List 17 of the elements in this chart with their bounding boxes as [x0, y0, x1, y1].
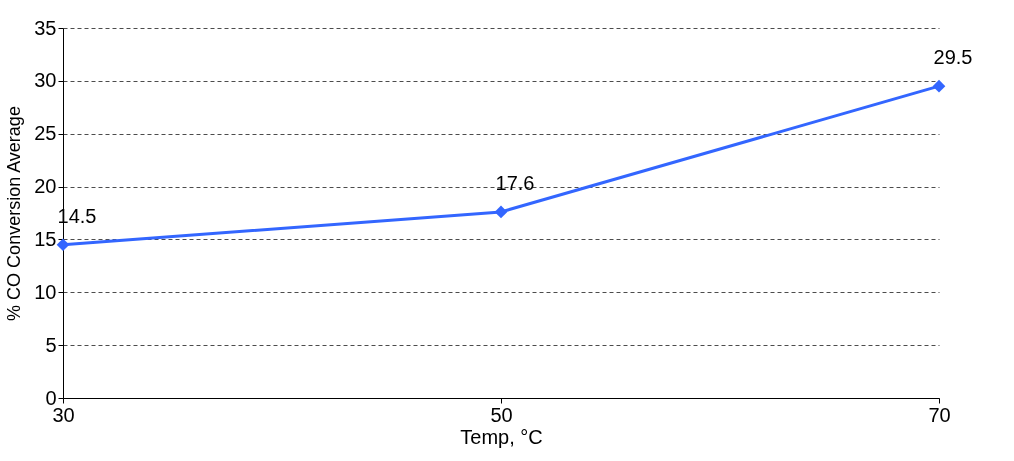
- y-tick-label: 20: [34, 175, 57, 198]
- point: [56, 238, 70, 252]
- x-axis-title: Temp, °C: [460, 425, 543, 448]
- y-tick-label: 30: [34, 69, 57, 92]
- y-tick-label: 15: [34, 227, 57, 250]
- y-tick-label: 5: [45, 333, 57, 356]
- data-label: 29.5: [933, 46, 973, 69]
- y-tick-label: 10: [34, 280, 57, 303]
- x-tick-label: 50: [490, 403, 513, 426]
- x-tick-label: 70: [928, 403, 951, 426]
- data-label: 17.6: [495, 171, 535, 194]
- y-tick-label: 35: [34, 16, 57, 39]
- y-tick-label: 0: [45, 386, 57, 409]
- point: [494, 205, 508, 219]
- y-tick-label: 25: [34, 122, 57, 145]
- point: [932, 79, 946, 93]
- y-axis-title: % CO Conversion Average: [4, 106, 25, 321]
